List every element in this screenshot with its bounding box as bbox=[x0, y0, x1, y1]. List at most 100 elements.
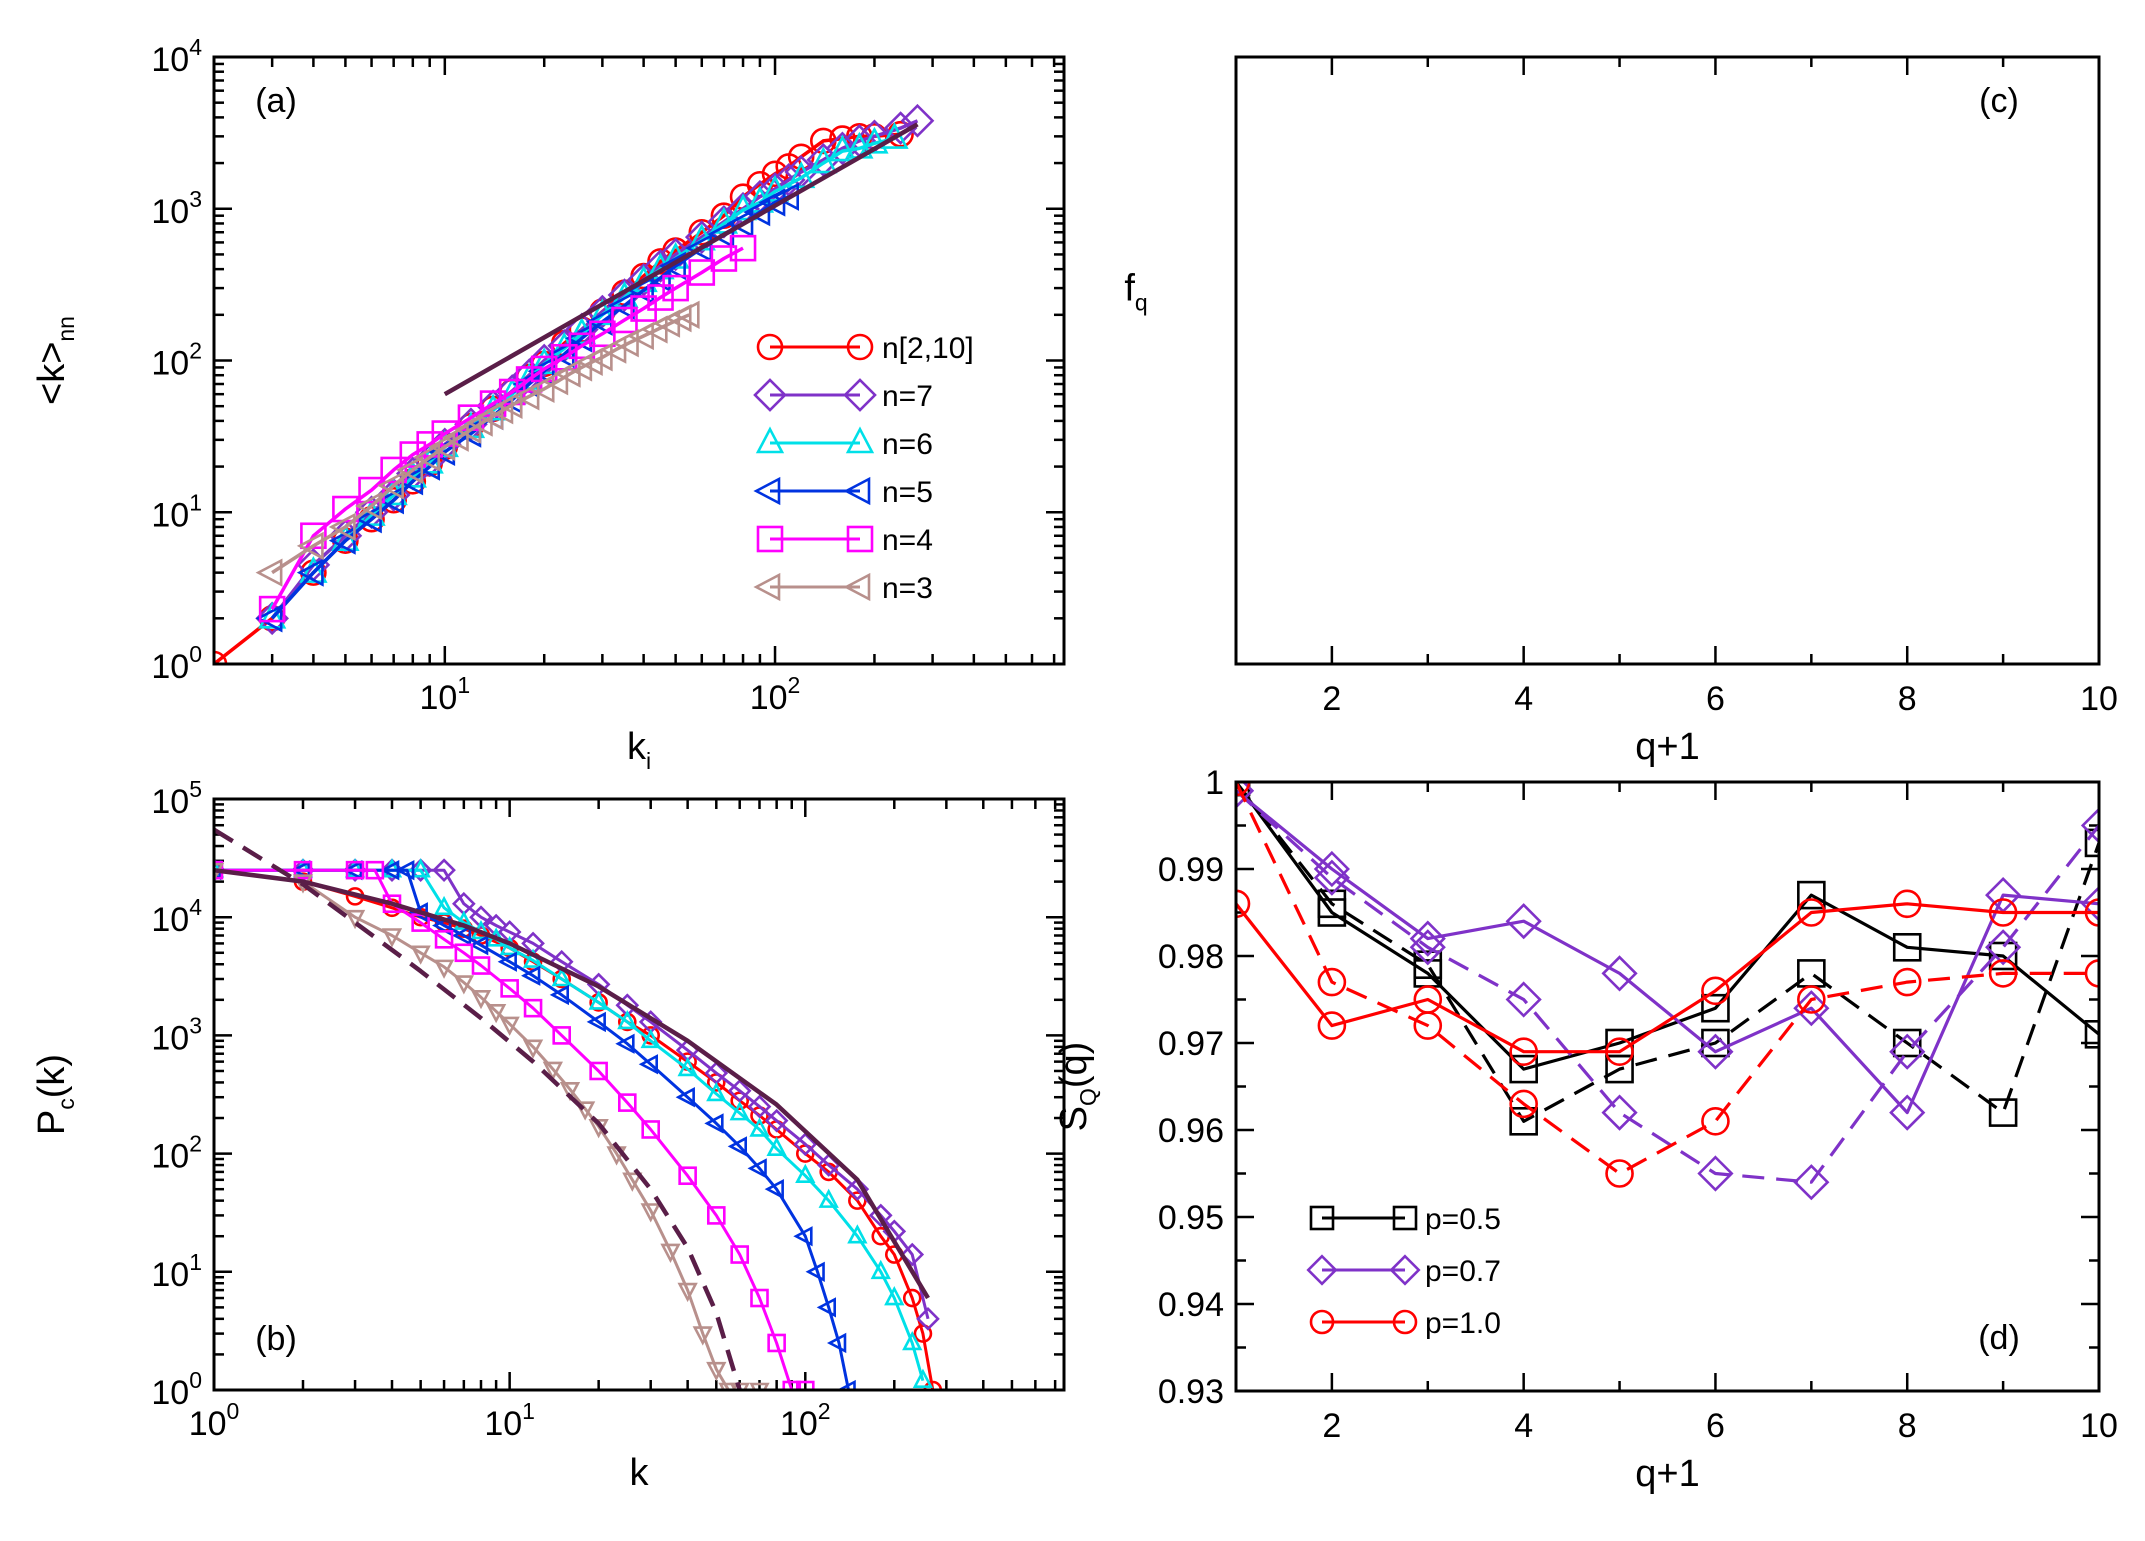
data-point bbox=[718, 1382, 739, 1390]
x-tick-label: 2 bbox=[1322, 1407, 1341, 1445]
data-point bbox=[706, 1081, 727, 1102]
data-point bbox=[1509, 1037, 1538, 1066]
data-point bbox=[615, 1033, 635, 1054]
series-n-5 bbox=[255, 182, 800, 633]
x-tick-label-base: 10 bbox=[780, 1405, 818, 1443]
data-point bbox=[900, 1242, 925, 1267]
data-point bbox=[675, 1087, 695, 1108]
data-point bbox=[377, 486, 404, 515]
tick-labels-c: 246810103.3103.6103.8103.9104.0 bbox=[1322, 680, 2117, 718]
data-point bbox=[344, 909, 366, 930]
data-point bbox=[1892, 1028, 1922, 1058]
x-tick-label-exp: 1 bbox=[457, 672, 470, 698]
y-tick-label: 103 bbox=[151, 186, 202, 231]
data-point bbox=[1601, 955, 1638, 992]
data-point bbox=[1892, 967, 1922, 997]
y-tick-label: 104 bbox=[151, 894, 202, 939]
data-point bbox=[706, 1206, 726, 1225]
data-point bbox=[453, 975, 475, 995]
data-point bbox=[588, 990, 609, 1010]
data-point bbox=[729, 234, 757, 262]
panel-label: (d) bbox=[1978, 1319, 2020, 1357]
data-point bbox=[647, 284, 674, 311]
legend-label: n[2,10] bbox=[882, 332, 974, 365]
data-point bbox=[299, 556, 328, 583]
legend-marker bbox=[753, 476, 781, 506]
data-point bbox=[451, 925, 472, 946]
data-point bbox=[795, 1380, 815, 1390]
y-tick-label: 102 bbox=[151, 338, 202, 383]
data-point bbox=[1236, 782, 1255, 809]
y-tick-label: 101 bbox=[151, 1249, 202, 1294]
data-point bbox=[660, 1243, 681, 1263]
x-tick-label: 102 bbox=[780, 1398, 831, 1443]
data-point bbox=[749, 1117, 770, 1137]
y-tick-label: 0.97 bbox=[1158, 1025, 1224, 1063]
data-point bbox=[1797, 985, 1826, 1014]
data-point bbox=[638, 1054, 659, 1075]
series-p-0-5 bbox=[1236, 782, 2099, 1084]
data-point bbox=[296, 531, 324, 561]
data-point bbox=[2080, 807, 2099, 844]
legend: p=0.5 p=0.7 p=1.0 bbox=[1306, 1203, 1501, 1340]
x-axis-label: k bbox=[630, 1452, 650, 1494]
data-point bbox=[923, 1380, 943, 1390]
data-point bbox=[1988, 898, 2018, 927]
y-tick-label: 103 bbox=[151, 1012, 202, 1057]
y-tick-label: 0.95 bbox=[1158, 1199, 1224, 1237]
series-p-0-7 bbox=[1236, 782, 2099, 1131]
data-point bbox=[883, 111, 918, 145]
y-tick-label-base: 10 bbox=[151, 41, 189, 79]
data-point bbox=[512, 382, 540, 411]
y-tick-label: 1 bbox=[1205, 764, 1224, 802]
x-tick-label-base: 10 bbox=[484, 1405, 522, 1443]
data-point bbox=[433, 895, 455, 916]
legend-item: n=4 bbox=[756, 524, 933, 557]
data-point bbox=[1988, 959, 2018, 988]
y-tick-label-base: 10 bbox=[151, 1019, 189, 1057]
series-line bbox=[214, 868, 760, 1390]
x-tick-label-base: 10 bbox=[189, 1405, 227, 1443]
y-tick-label-exp: 4 bbox=[189, 34, 202, 60]
data-point bbox=[760, 174, 790, 202]
data-point bbox=[795, 1163, 816, 1184]
data-point bbox=[617, 1009, 638, 1030]
y-tick-label: 104 bbox=[151, 34, 202, 79]
legend-marker bbox=[753, 378, 787, 412]
y-tick-label: 0.94 bbox=[1158, 1286, 1224, 1324]
y-tick-label-exp: 0 bbox=[189, 1367, 202, 1393]
legend-marker bbox=[846, 525, 874, 553]
data-point bbox=[870, 1259, 891, 1280]
data-point bbox=[453, 910, 475, 930]
data-point bbox=[432, 915, 452, 936]
legend-marker bbox=[843, 378, 877, 412]
data-point bbox=[727, 1136, 748, 1157]
data-point bbox=[729, 1101, 750, 1121]
data-point bbox=[641, 1120, 661, 1139]
legend-label: n=5 bbox=[882, 476, 933, 509]
x-tick-label-exp: 2 bbox=[788, 672, 801, 698]
x-tick-label: 101 bbox=[484, 1398, 535, 1443]
y-tick-label-base: 10 bbox=[151, 648, 189, 686]
x-tick-label: 4 bbox=[1514, 1407, 1533, 1445]
x-tick-label: 101 bbox=[420, 672, 471, 717]
series-line bbox=[214, 868, 850, 1390]
data-point bbox=[860, 126, 889, 154]
series-line bbox=[270, 246, 744, 610]
data-point bbox=[1701, 976, 1730, 1006]
panel-c-fq-spectrum: 246810103.3103.6103.8103.9104.0q+1fq(c) bbox=[1124, 55, 2118, 768]
y-axis-label-main: f bbox=[1124, 268, 1135, 310]
legend-marker bbox=[845, 426, 875, 454]
x-axis-label-main: k bbox=[630, 1452, 650, 1494]
data-point bbox=[764, 1108, 789, 1133]
data-point bbox=[574, 1101, 596, 1121]
data-point bbox=[381, 928, 403, 948]
legend-marker bbox=[1309, 1205, 1335, 1231]
data-point bbox=[293, 860, 313, 880]
y-axis-label-sub: c bbox=[53, 1098, 79, 1110]
x-tick-label: 6 bbox=[1706, 1407, 1725, 1445]
data-point bbox=[1317, 967, 1347, 997]
y-tick-label: 0.93 bbox=[1158, 1373, 1224, 1411]
data-point bbox=[678, 1166, 697, 1186]
